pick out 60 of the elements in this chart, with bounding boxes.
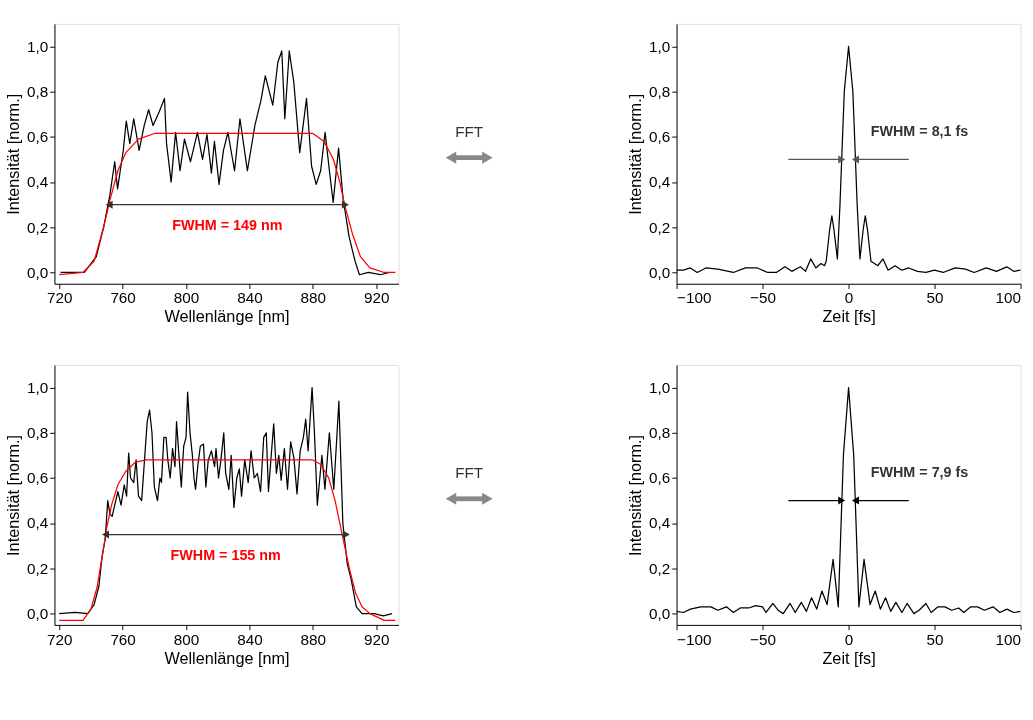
y-tick-label: 0,4 (27, 173, 49, 191)
x-tick-label: 720 (46, 630, 73, 648)
y-tick-label: 1,0 (649, 37, 671, 55)
y-tick-label: 0,8 (649, 82, 671, 100)
y-axis-title: Intensität [norm.] (626, 434, 645, 556)
y-tick-label: 0,8 (27, 424, 49, 442)
annotation: FWHM = 149 nm (172, 217, 283, 234)
y-tick-label: 0,0 (649, 604, 671, 622)
annotation: FWHM = 155 nm (170, 547, 281, 564)
x-tick-label: 720 (46, 289, 73, 307)
x-tick-label: −100 (677, 630, 712, 648)
x-tick-label: 50 (926, 289, 944, 307)
y-tick-label: 1,0 (649, 378, 671, 396)
x-axis-title: Wellenlänge [nm] (164, 307, 290, 326)
y-tick-label: 1,0 (27, 37, 49, 55)
y-axis-title: Intensität [norm.] (4, 93, 23, 215)
y-tick-label: 0,6 (27, 128, 49, 146)
y-tick-label: 0,4 (27, 514, 49, 532)
x-tick-label: 760 (110, 630, 136, 648)
y-tick-label: 0,8 (649, 424, 671, 442)
y-tick-label: 0,2 (27, 218, 49, 236)
x-tick-label: −50 (750, 630, 776, 648)
x-axis-title: Zeit [fs] (822, 648, 876, 667)
x-tick-label: 760 (110, 289, 136, 307)
x-tick-label: 100 (995, 630, 1022, 648)
y-tick-label: 0,0 (27, 263, 49, 281)
x-tick-label: 100 (995, 289, 1022, 307)
x-tick-label: −50 (750, 289, 776, 307)
y-tick-label: 0,6 (649, 128, 671, 146)
text: FFT (455, 463, 484, 481)
x-tick-label: 880 (300, 630, 327, 648)
x-tick-label: 880 (300, 289, 327, 307)
x-tick-label: 920 (364, 630, 390, 648)
annotation: FWHM = 8,1 fs (870, 122, 969, 139)
y-tick-label: 0,0 (27, 604, 49, 622)
y-tick-label: 0,0 (649, 263, 671, 281)
y-tick-label: 0,6 (649, 469, 671, 487)
x-tick-label: 920 (364, 289, 390, 307)
x-tick-label: 800 (173, 630, 200, 648)
y-tick-label: 0,2 (649, 559, 671, 577)
y-tick-label: 0,2 (649, 218, 671, 236)
annotation: FWHM = 7,9 fs (870, 463, 969, 480)
y-tick-label: 0,4 (649, 173, 671, 191)
y-tick-label: 0,2 (27, 559, 49, 577)
y-tick-label: 0,4 (649, 514, 671, 532)
y-tick-label: 0,6 (27, 469, 49, 487)
y-axis-title: Intensität [norm.] (4, 434, 23, 556)
text: FFT (455, 122, 484, 140)
x-tick-label: 50 (926, 630, 944, 648)
x-tick-label: 800 (173, 289, 200, 307)
y-axis-title: Intensität [norm.] (626, 93, 645, 215)
y-tick-label: 1,0 (27, 378, 49, 396)
y-tick-label: 0,8 (27, 82, 49, 100)
x-tick-label: 840 (237, 630, 263, 648)
x-tick-label: −100 (677, 289, 712, 307)
x-axis-title: Wellenlänge [nm] (164, 648, 290, 667)
x-tick-label: 840 (237, 289, 263, 307)
x-tick-label: 0 (844, 630, 854, 648)
x-axis-title: Zeit [fs] (822, 307, 876, 326)
x-tick-label: 0 (844, 289, 854, 307)
